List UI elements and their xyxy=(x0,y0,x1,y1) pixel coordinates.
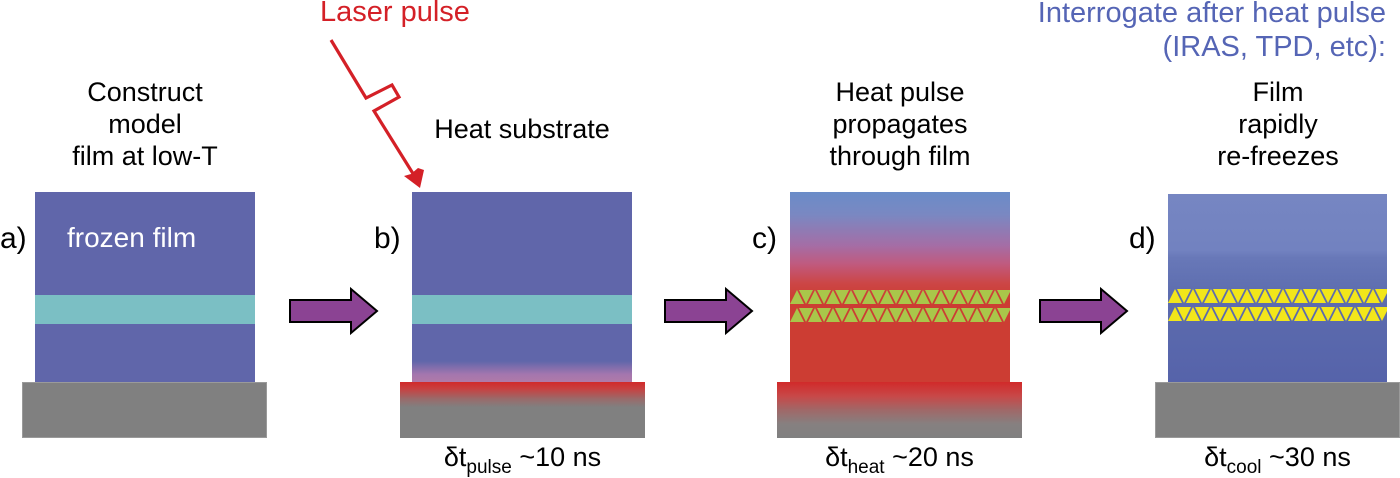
caption-line: Construct xyxy=(87,77,203,107)
caption-line: propagates xyxy=(832,109,968,139)
heated-film-layer xyxy=(790,192,1010,382)
heat-duration: δtheat ~20 ns xyxy=(777,442,1022,477)
heated-substrate xyxy=(777,382,1022,438)
timing-value: ~10 ns xyxy=(511,442,602,472)
timing-subscript: heat xyxy=(847,457,885,478)
caption-line: Heat substrate xyxy=(434,114,610,144)
timing-value: ~30 ns xyxy=(1261,442,1351,472)
pulse-duration: δtpulse ~10 ns xyxy=(400,442,645,477)
dopant-band xyxy=(35,295,255,324)
caption-line: Heat pulse xyxy=(835,77,965,107)
heated-substrate xyxy=(400,382,645,438)
frozen-film-layer xyxy=(412,192,632,382)
timing-value: ~20 ns xyxy=(884,442,974,472)
caption-line: re-freezes xyxy=(1217,141,1339,171)
panel-b-label: b) xyxy=(374,222,401,255)
step-arrow-icon xyxy=(289,286,379,336)
panel-b-caption: Heat substrate xyxy=(412,113,632,145)
step-arrow-icon xyxy=(664,286,754,336)
dopant-band xyxy=(412,295,632,324)
panel-a-label: a) xyxy=(0,222,27,255)
panel-c-label: c) xyxy=(752,222,777,255)
laser-pulse-label: Laser pulse xyxy=(320,0,470,28)
frozen-film-label: frozen film xyxy=(67,222,197,253)
caption-line: model xyxy=(108,109,182,139)
timing-subscript: cool xyxy=(1226,457,1262,478)
panel-d-caption: Film rapidly re-freezes xyxy=(1168,76,1388,172)
adsorbate-triangles-hot xyxy=(790,290,1010,322)
delta-t: δt xyxy=(825,442,848,472)
substrate xyxy=(1155,382,1400,438)
delta-t: δt xyxy=(443,442,467,472)
caption-line: Film xyxy=(1252,77,1304,107)
timing-subscript: pulse xyxy=(466,457,512,478)
frozen-film-layer: frozen film xyxy=(35,192,255,382)
panel-d-label: d) xyxy=(1129,222,1156,255)
caption-line: through film xyxy=(829,141,971,171)
cool-duration: δtcool ~30 ns xyxy=(1155,442,1400,477)
delta-t: δt xyxy=(1204,442,1227,472)
substrate xyxy=(22,382,267,438)
caption-line: rapidly xyxy=(1238,109,1318,139)
interrogate-line-1: Interrogate after heat pulse xyxy=(1037,0,1386,29)
interrogate-line-2: (IRAS, TPD, etc): xyxy=(1162,31,1386,63)
panel-c-caption: Heat pulse propagates through film xyxy=(790,76,1010,172)
adsorbate-triangles-cold xyxy=(1168,289,1387,321)
panel-a-caption: Construct model film at low-T xyxy=(35,76,255,172)
caption-line: film at low-T xyxy=(72,141,218,171)
step-arrow-icon xyxy=(1039,286,1129,336)
refrozen-film-layer xyxy=(1168,194,1387,382)
interrogate-label: Interrogate after heat pulse (IRAS, TPD,… xyxy=(1038,0,1386,64)
